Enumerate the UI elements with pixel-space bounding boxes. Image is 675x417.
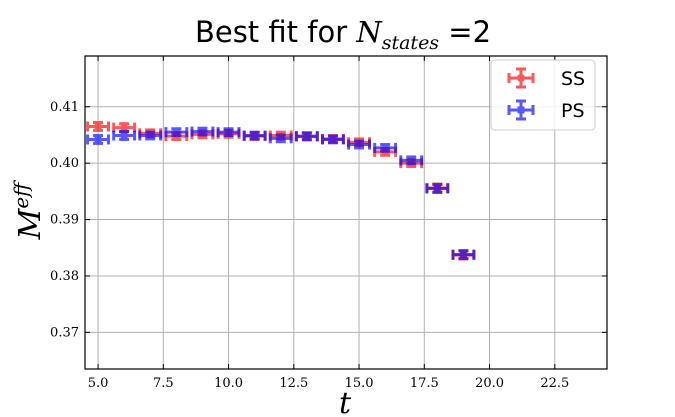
data-point-ps	[321, 134, 345, 145]
data-markers	[86, 121, 476, 261]
legend-label-ps: PS	[561, 100, 585, 122]
y-axis-label: Meff	[9, 179, 48, 241]
data-point-ps	[138, 130, 163, 141]
data-point-ps	[268, 133, 293, 144]
data-point-ps	[294, 131, 319, 142]
data-point-ps	[242, 130, 267, 141]
data-point-ps	[399, 155, 424, 166]
data-point-ss	[86, 121, 110, 132]
x-tick-label: 20.0	[475, 376, 504, 391]
data-point-ps	[164, 127, 189, 138]
plot-frame	[84, 55, 608, 370]
chart-title-math-sub: states	[382, 32, 440, 54]
x-tick-label: 17.5	[410, 376, 439, 391]
legend-label-ss: SS	[561, 68, 585, 90]
x-tick-label: 22.5	[540, 376, 569, 391]
data-point-ps	[451, 249, 476, 260]
data-point-ps	[216, 127, 241, 138]
legend-marker-ss	[507, 67, 535, 89]
y-tick-label: 0.40	[50, 156, 79, 171]
x-tick-label: 12.5	[279, 376, 308, 391]
x-axis-label: t	[339, 386, 352, 417]
data-point-ps	[86, 134, 110, 145]
y-tick-label: 0.37	[50, 325, 79, 340]
y-axis-label-sup: eff	[9, 179, 33, 209]
data-point-ps	[190, 126, 215, 137]
y-axis-label-main: M	[13, 207, 48, 240]
chart-title: Best fit for Nstates =2	[195, 15, 491, 54]
data-point-ps	[373, 142, 398, 153]
tick-labels: 5.0 7.5 10.0 12.5 15.0 17.5 20.0 22.5 0.37 0.38 0.…	[50, 100, 569, 391]
data-point-ps	[425, 183, 450, 194]
legend-marker-ps	[507, 99, 535, 121]
data-point-ps	[347, 139, 371, 150]
chart-title-prefix: Best fit for	[195, 15, 356, 49]
data-point-ps	[112, 130, 137, 141]
y-tick-label: 0.39	[50, 213, 79, 228]
x-tick-label: 5.0	[88, 376, 109, 391]
y-tick-label: 0.38	[50, 269, 79, 284]
y-tick-label: 0.41	[50, 100, 79, 115]
legend: SS PS	[490, 59, 596, 131]
x-tick-label: 10.0	[214, 376, 243, 391]
chart-title-suffix: =2	[439, 15, 491, 49]
x-tick-label: 7.5	[153, 376, 174, 391]
chart-title-math-main: N	[355, 15, 383, 49]
x-tick-label: 15.0	[345, 376, 374, 391]
axis-ticks	[85, 56, 607, 369]
